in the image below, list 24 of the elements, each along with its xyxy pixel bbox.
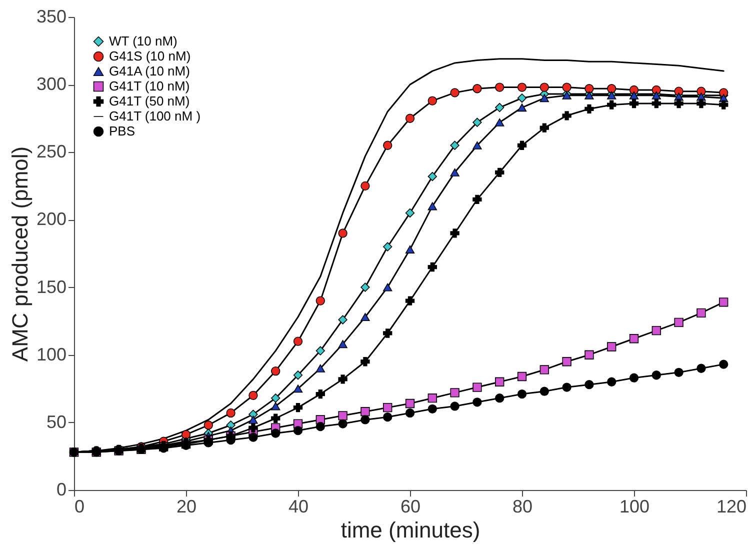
legend-label: G41S (10 nM) xyxy=(109,48,191,64)
legend-label: G41T (100 nM ) xyxy=(109,108,201,124)
x-axis-title: time (minutes) xyxy=(340,518,480,542)
x-tick-label: 80 xyxy=(512,496,533,516)
y-tick-label: 50 xyxy=(46,412,66,432)
legend-label: WT (10 nM) xyxy=(109,34,178,48)
x-tick-label: 0 xyxy=(74,496,85,516)
legend-label: G41T (10 nM) xyxy=(109,78,190,94)
x-tick-label: 120 xyxy=(716,496,746,516)
legend-label: PBS xyxy=(109,124,136,138)
x-tick-label: 60 xyxy=(400,496,421,516)
y-tick-label: 350 xyxy=(36,6,66,26)
y-tick-label: 0 xyxy=(56,480,66,500)
x-tick-label: 40 xyxy=(288,496,309,516)
x-tick-label: 20 xyxy=(176,496,197,516)
legend-label: G41T (50 nM) xyxy=(109,94,190,108)
y-tick-label: 200 xyxy=(36,209,66,230)
y-tick-label: 300 xyxy=(36,74,66,94)
y-tick-label: 100 xyxy=(36,344,66,364)
y-tick-label: 150 xyxy=(36,276,66,297)
y-axis-title: AMC produced (pmol) xyxy=(7,146,32,362)
legend-label: G41A (10 nM) xyxy=(109,64,190,78)
y-tick-label: 250 xyxy=(36,142,66,162)
x-tick-label: 100 xyxy=(619,496,650,516)
